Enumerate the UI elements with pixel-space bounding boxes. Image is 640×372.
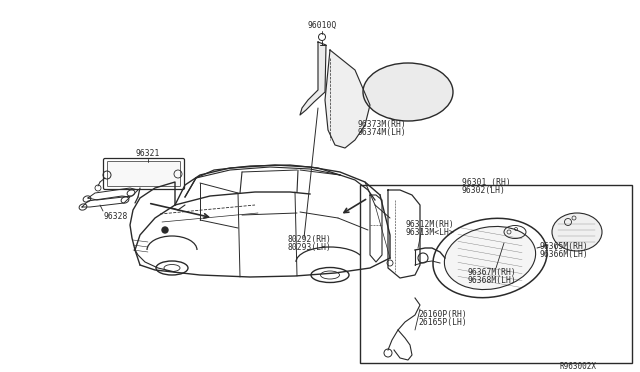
Text: 80292(RH): 80292(RH) (287, 235, 331, 244)
Text: 96312M(RH): 96312M(RH) (405, 220, 454, 229)
Text: 96313M<LH>: 96313M<LH> (405, 228, 454, 237)
Text: 96302(LH): 96302(LH) (462, 186, 506, 195)
Text: R963002X: R963002X (560, 362, 597, 371)
Ellipse shape (444, 227, 536, 289)
Polygon shape (300, 42, 326, 115)
Text: 96365M(RH): 96365M(RH) (540, 242, 589, 251)
Bar (360, 185, 632, 363)
Polygon shape (325, 50, 370, 148)
Text: 26165P(LH): 26165P(LH) (418, 318, 467, 327)
Text: 96366M(LH): 96366M(LH) (540, 250, 589, 259)
Text: 80293(LH): 80293(LH) (287, 243, 331, 252)
Text: 26160P(RH): 26160P(RH) (418, 310, 467, 319)
FancyBboxPatch shape (108, 161, 180, 186)
Text: 96301 (RH): 96301 (RH) (462, 178, 511, 187)
Text: 96328: 96328 (104, 212, 129, 221)
Text: 96367M(RH): 96367M(RH) (468, 268, 516, 277)
Text: 96373M(RH): 96373M(RH) (358, 120, 407, 129)
Ellipse shape (363, 63, 453, 121)
Text: 96368M(LH): 96368M(LH) (468, 276, 516, 285)
Circle shape (162, 227, 168, 233)
FancyBboxPatch shape (104, 158, 184, 189)
Text: 96374M(LH): 96374M(LH) (358, 128, 407, 137)
Text: 96010Q: 96010Q (307, 21, 337, 30)
Text: 96321: 96321 (136, 149, 160, 158)
Ellipse shape (552, 213, 602, 251)
